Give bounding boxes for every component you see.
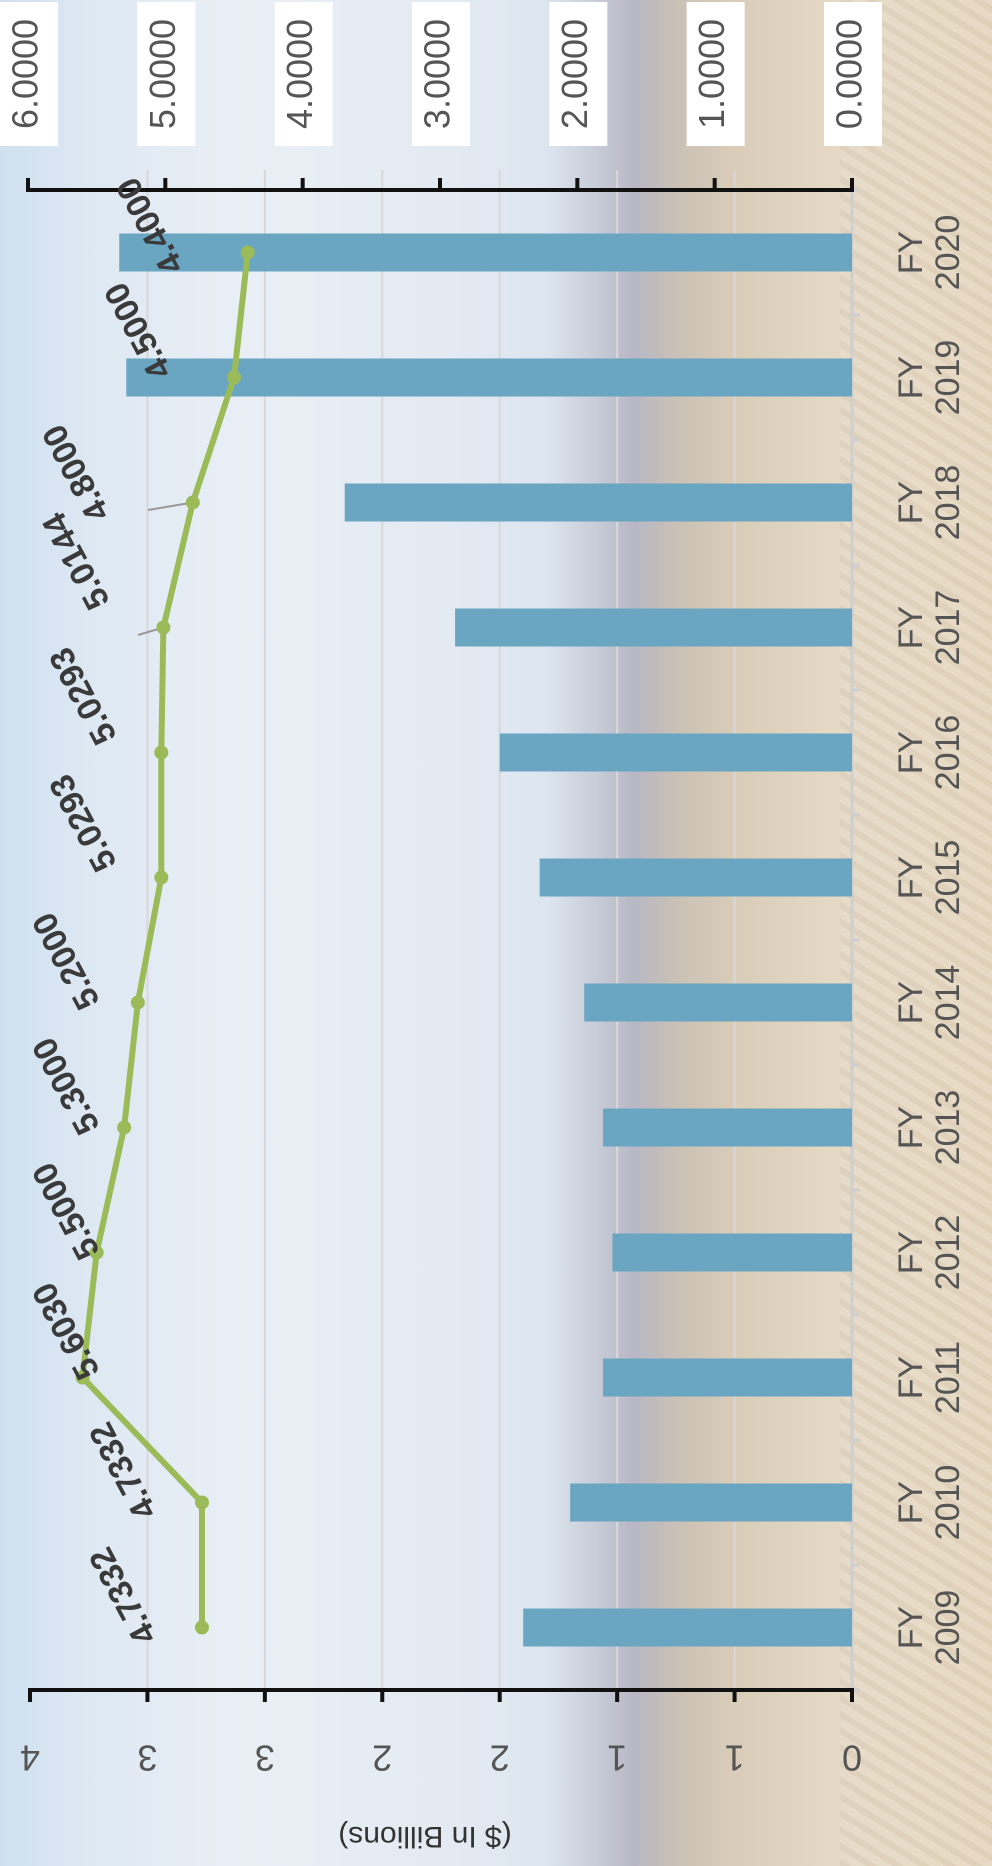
line-point <box>194 1495 209 1510</box>
line-point <box>117 1120 132 1135</box>
secondary-tick-label: 4.0000 <box>279 19 320 129</box>
secondary-tick-label: 2.0000 <box>554 19 595 129</box>
plot-area: 0 1 1 2 2 3 3 4 ($ In Billions) 0.0000 1.0000 2.000… <box>0 2 967 1853</box>
bar <box>455 608 852 647</box>
secondary-tick-label: 1.0000 <box>691 19 732 129</box>
secondary-tick-label-box <box>549 2 608 146</box>
data-label: 5.0144 <box>35 506 117 616</box>
data-label: 4.8000 <box>35 418 117 528</box>
secondary-tick-label-box <box>412 2 470 146</box>
secondary-tick-label-box <box>274 2 333 146</box>
primary-tick-label: 2 <box>490 1737 510 1778</box>
secondary-tick-label-box <box>137 2 196 146</box>
line-point <box>130 995 145 1010</box>
secondary-tick-label-box <box>0 2 58 146</box>
primary-tick-label: 0 <box>842 1737 862 1778</box>
secondary-tick-label: 3.0000 <box>417 19 458 129</box>
category-label: FY2016 <box>892 715 967 791</box>
bar <box>523 1608 852 1647</box>
data-label: 5.0293 <box>42 641 124 751</box>
data-label: 4.5000 <box>97 276 179 386</box>
secondary-tick-label-box <box>686 2 745 146</box>
bar <box>584 983 852 1022</box>
category-label: FY2012 <box>892 1215 967 1291</box>
category-label: FY2010 <box>892 1465 967 1541</box>
data-label: 5.0293 <box>42 768 124 878</box>
category-label: FY2018 <box>892 465 967 541</box>
bar <box>612 1233 852 1272</box>
data-label: 5.2000 <box>25 906 107 1016</box>
secondary-tick-label-box <box>824 2 882 146</box>
line-point <box>227 370 241 385</box>
category-label: FY2011 <box>892 1341 967 1414</box>
secondary-tick-label: 6.0000 <box>5 19 46 129</box>
bar <box>126 358 852 397</box>
bar <box>539 858 852 897</box>
line-point <box>156 620 171 635</box>
label-leader-line <box>147 501 193 511</box>
line-point <box>75 1370 90 1385</box>
data-label: 5.3000 <box>25 1031 107 1141</box>
secondary-tick-label: 5.0000 <box>142 19 183 129</box>
primary-tick-label: 3 <box>137 1737 157 1778</box>
line-point <box>154 745 169 760</box>
primary-axis-title: ($ In Billions) <box>338 1820 511 1853</box>
bar <box>499 733 852 772</box>
line-point <box>194 1620 209 1635</box>
primary-tick-label: 3 <box>255 1737 275 1778</box>
primary-tick-label: 1 <box>725 1737 745 1778</box>
category-label: FY2014 <box>892 965 967 1041</box>
line-series <box>79 252 251 1628</box>
category-label: FY2009 <box>892 1590 967 1666</box>
data-label: 5.5000 <box>25 1156 107 1266</box>
category-label: FY2015 <box>892 840 967 916</box>
bar <box>570 1483 852 1522</box>
line-point <box>89 1245 104 1260</box>
data-label: 4.7332 <box>82 1416 164 1526</box>
data-label: 4.7332 <box>82 1541 164 1651</box>
category-label: FY2013 <box>892 1090 967 1166</box>
sand-texture <box>840 0 992 1866</box>
bar <box>119 233 852 272</box>
bar <box>603 1108 852 1147</box>
category-label: FY2019 <box>892 340 967 416</box>
primary-tick-label: 4 <box>20 1737 40 1778</box>
category-label: FY2020 <box>892 215 967 291</box>
bar <box>603 1358 852 1397</box>
category-label: FY2017 <box>892 590 967 666</box>
primary-tick-label: 2 <box>372 1737 392 1778</box>
line-point <box>154 870 169 885</box>
bar <box>344 483 852 522</box>
line-point <box>240 245 255 260</box>
primary-tick-label: 1 <box>607 1737 627 1778</box>
line-point <box>185 495 200 510</box>
secondary-tick-label: 0.0000 <box>829 19 870 129</box>
